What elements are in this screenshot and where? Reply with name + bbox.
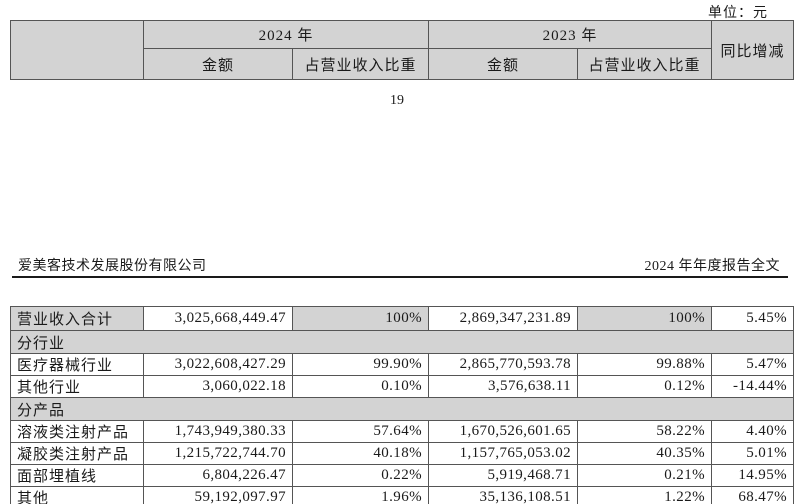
row-label: 医疗器械行业 — [10, 353, 144, 376]
ratio-2023-cell: 100% — [577, 306, 712, 331]
ratio-2023-cell: 0.21% — [577, 464, 712, 487]
row-label: 其他行业 — [10, 375, 144, 398]
yoy-cell: 5.45% — [711, 306, 794, 331]
page-number: 19 — [390, 93, 404, 108]
ratio-2024-cell: 1.96% — [292, 486, 429, 504]
ratio-2024-cell: 0.10% — [292, 375, 429, 398]
yoy-cell: 5.01% — [711, 442, 794, 465]
ratio-2023-cell: 58.22% — [577, 420, 712, 443]
ratio-2023-cell: 0.12% — [577, 375, 712, 398]
page-header-rule — [12, 276, 788, 278]
year-2023-header: 2023 年 — [428, 20, 713, 49]
row-label: 面部埋植线 — [10, 464, 144, 487]
yoy-cell: 68.47% — [711, 486, 794, 504]
yoy-header: 同比增减 — [711, 20, 795, 80]
amount-2024-cell: 3,060,022.18 — [143, 375, 293, 398]
empty-corner-cell — [10, 20, 144, 80]
ratio-2023-header: 占营业收入比重 — [577, 48, 713, 80]
table-row: 凝胶类注射产品 1,215,722,744.70 40.18% 1,157,76… — [10, 442, 794, 465]
section-label: 分行业 — [10, 330, 794, 354]
revenue-table: 营业收入合计 3,025,668,449.47 100% 2,869,347,2… — [10, 306, 794, 504]
amount-2024-cell: 1,743,949,380.33 — [143, 420, 293, 443]
table-header-row-measures: 金额 占营业收入比重 金额 占营业收入比重 — [11, 48, 794, 80]
table-header-row-years: 2024 年 2023 年 同比增减 — [10, 20, 795, 80]
amount-2023-cell: 5,919,468.71 — [428, 464, 578, 487]
table-row: 面部埋植线 6,804,226.47 0.22% 5,919,468.71 0.… — [10, 464, 794, 487]
amount-2023-header: 金额 — [428, 48, 579, 80]
row-label: 溶液类注射产品 — [10, 420, 144, 443]
amount-2024-header: 金额 — [143, 48, 293, 80]
section-row-industry: 分行业 — [10, 330, 794, 354]
yoy-cell: 5.47% — [711, 353, 794, 376]
page-header-report-title: 2024 年年度报告全文 — [644, 259, 780, 274]
amount-2024-cell: 59,192,097.97 — [143, 486, 293, 504]
revenue-table-header-fragment: 2024 年 2023 年 同比增减 金额 占营业收入比重 金额 占营业收入比重 — [10, 20, 795, 80]
year-2024-header: 2024 年 — [142, 20, 430, 49]
section-label: 分产品 — [10, 397, 794, 421]
amount-2023-cell: 2,869,347,231.89 — [428, 306, 578, 331]
yoy-cell: 4.40% — [711, 420, 794, 443]
ratio-2023-cell: 40.35% — [577, 442, 712, 465]
yoy-cell: 14.95% — [711, 464, 794, 487]
table-row: 其他行业 3,060,022.18 0.10% 3,576,638.11 0.1… — [10, 375, 794, 398]
row-label: 凝胶类注射产品 — [10, 442, 144, 465]
section-row-product: 分产品 — [10, 397, 794, 421]
ratio-2024-cell: 40.18% — [292, 442, 429, 465]
amount-2023-cell: 1,670,526,601.65 — [428, 420, 578, 443]
ratio-2024-cell: 99.90% — [292, 353, 429, 376]
table-row: 医疗器械行业 3,022,608,427.29 99.90% 2,865,770… — [10, 353, 794, 376]
ratio-2024-cell: 57.64% — [292, 420, 429, 443]
ratio-2024-header: 占营业收入比重 — [291, 48, 430, 80]
table-row-total: 营业收入合计 3,025,668,449.47 100% 2,869,347,2… — [10, 306, 794, 331]
amount-2023-cell: 2,865,770,593.78 — [428, 353, 578, 376]
amount-2023-cell: 1,157,765,053.02 — [428, 442, 578, 465]
amount-2024-cell: 3,022,608,427.29 — [143, 353, 293, 376]
amount-2024-cell: 6,804,226.47 — [143, 464, 293, 487]
unit-label: 单位：元 — [708, 6, 768, 21]
ratio-2023-cell: 99.88% — [577, 353, 712, 376]
amount-2024-cell: 1,215,722,744.70 — [143, 442, 293, 465]
ratio-2023-cell: 1.22% — [577, 486, 712, 504]
page-header-company: 爱美客技术发展股份有限公司 — [18, 259, 207, 274]
yoy-cell: -14.44% — [711, 375, 794, 398]
row-label: 营业收入合计 — [10, 306, 144, 331]
table-row: 其他 59,192,097.97 1.96% 35,136,108.51 1.2… — [10, 486, 794, 504]
amount-2024-cell: 3,025,668,449.47 — [143, 306, 293, 331]
amount-2023-cell: 35,136,108.51 — [428, 486, 578, 504]
ratio-2024-cell: 100% — [292, 306, 429, 331]
row-label: 其他 — [10, 486, 144, 504]
ratio-2024-cell: 0.22% — [292, 464, 429, 487]
table-row: 溶液类注射产品 1,743,949,380.33 57.64% 1,670,52… — [10, 420, 794, 443]
amount-2023-cell: 3,576,638.11 — [428, 375, 578, 398]
